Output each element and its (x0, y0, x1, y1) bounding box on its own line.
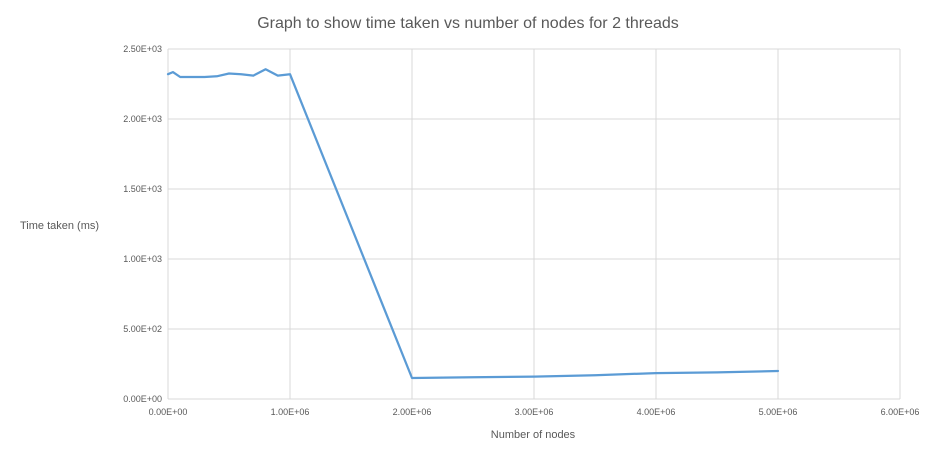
y-tick-label: 1.50E+03 (123, 184, 162, 194)
x-tick-label: 2.00E+06 (393, 407, 432, 417)
y-axis-ticks: 0.00E+00 5.00E+02 1.00E+03 1.50E+03 2.00E+03… (123, 44, 162, 404)
series-layer (168, 69, 778, 378)
x-axis-title: Number of nodes (491, 429, 576, 441)
gridlines (168, 49, 900, 399)
series-line (168, 69, 778, 378)
chart-title: Graph to show time taken vs number of no… (257, 15, 679, 32)
y-axis-title: Time taken (ms) (20, 220, 99, 232)
y-tick-label: 0.00E+00 (123, 394, 162, 404)
y-tick-label: 2.50E+03 (123, 44, 162, 54)
y-tick-label: 1.00E+03 (123, 254, 162, 264)
x-tick-label: 4.00E+06 (637, 407, 676, 417)
x-tick-label: 0.00E+00 (149, 407, 188, 417)
x-axis-ticks: 0.00E+00 1.00E+06 2.00E+06 3.00E+06 4.00E+06… (149, 407, 920, 417)
x-tick-label: 5.00E+06 (759, 407, 798, 417)
x-tick-label: 1.00E+06 (271, 407, 310, 417)
y-tick-label: 5.00E+02 (123, 324, 162, 334)
x-tick-label: 6.00E+06 (881, 407, 920, 417)
x-tick-label: 3.00E+06 (515, 407, 554, 417)
y-tick-label: 2.00E+03 (123, 114, 162, 124)
